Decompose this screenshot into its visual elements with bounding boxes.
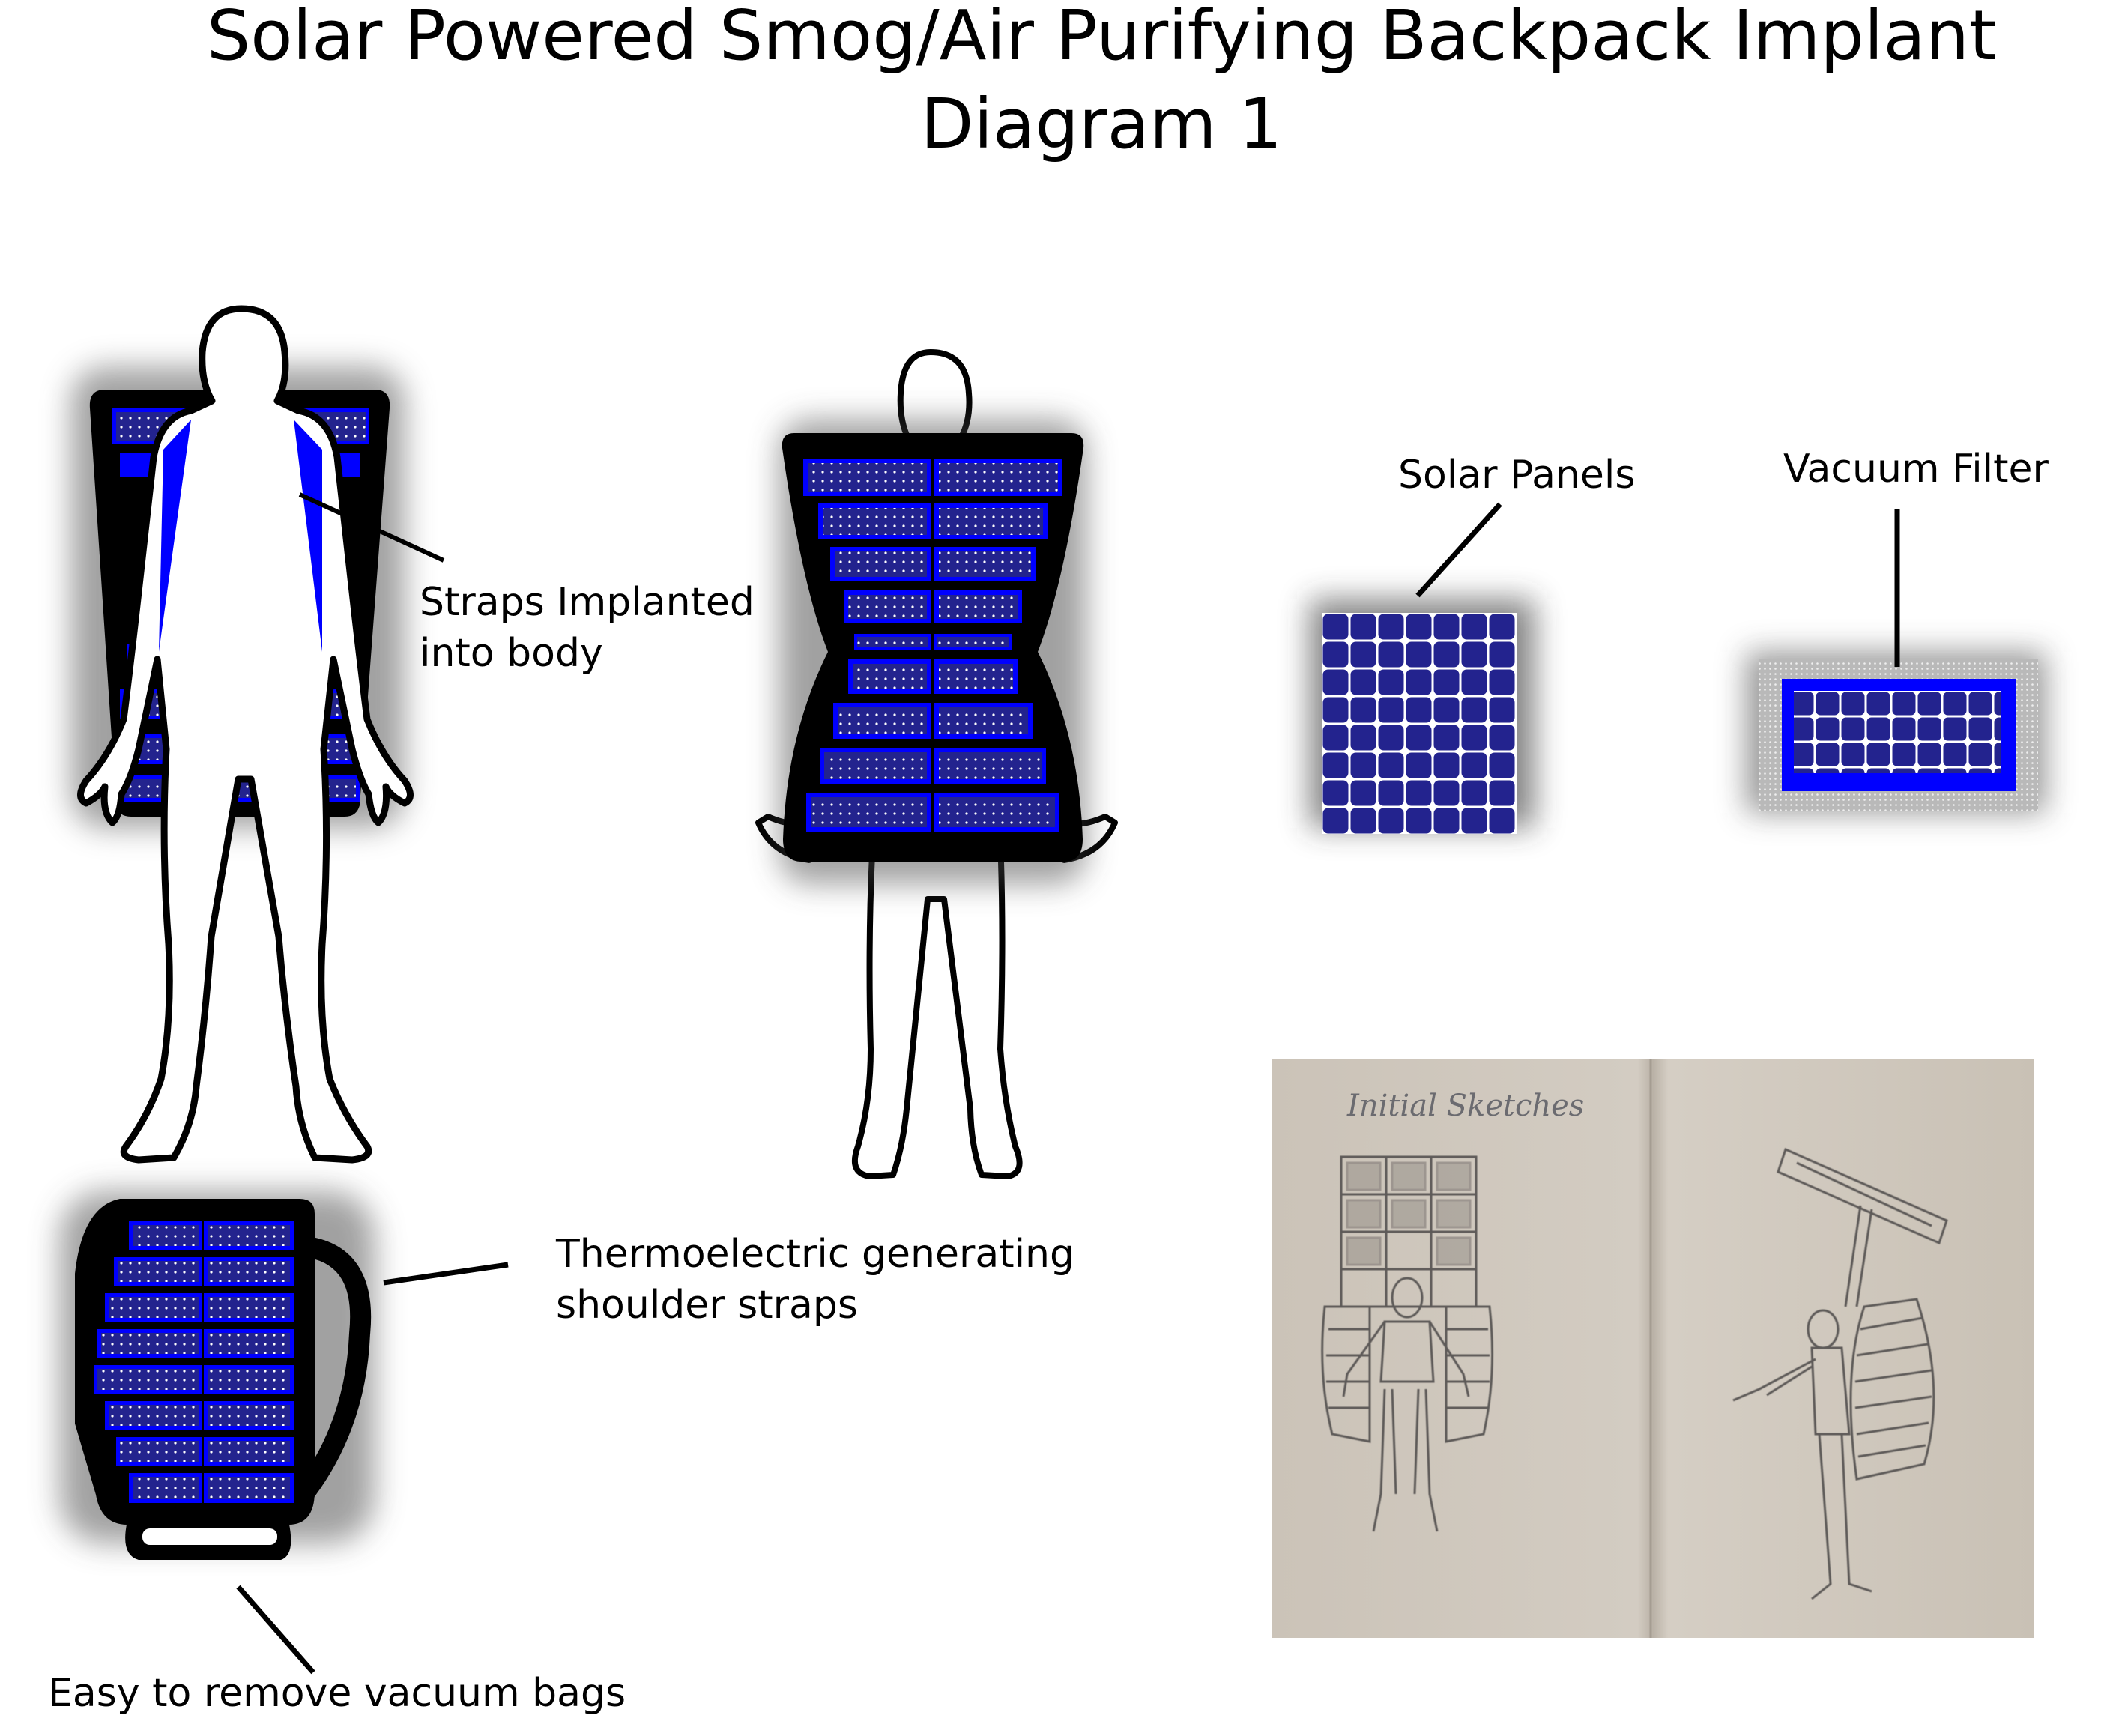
front-solar-panel-rows	[803, 459, 1062, 832]
right-implanted-strap	[294, 420, 322, 652]
figure-front-view	[755, 349, 1118, 1179]
thermoelectric-leader-line	[383, 1262, 509, 1286]
vacuum-bags-label: Easy to remove vacuum bags	[48, 1671, 626, 1716]
straps-label-line-2: into body	[420, 631, 603, 676]
backpack-solar-panel-rows	[94, 1221, 294, 1503]
straps-label-line-1: Straps Implanted	[420, 580, 755, 625]
left-implanted-strap	[159, 420, 191, 652]
initial-sketches-photo: Initial Sketches	[1272, 1059, 2034, 1638]
straps-leader-line	[298, 492, 445, 563]
sketch-caption: Initial Sketches	[1346, 1089, 1584, 1123]
thermoelectric-label-line-2: shoulder straps	[556, 1283, 858, 1328]
diagram-title-line-1: Solar Powered Smog/Air Purifying Backpac…	[206, 0, 1997, 76]
diagram-title-line-2: Diagram 1	[920, 84, 1283, 164]
solar-panels-label: Solar Panels	[1398, 453, 1636, 497]
solar-panels-leader-line	[1415, 502, 1502, 598]
solar-panel-closeup	[1310, 599, 1535, 834]
figure-back-view	[71, 305, 414, 1164]
vacuum-filter-label: Vacuum Filter	[1783, 447, 2049, 492]
sketch-figure-side	[1732, 1147, 1948, 1600]
backpack-unit	[60, 1191, 375, 1560]
sketch-figure-front	[1321, 1155, 1494, 1532]
vacuum-bags-leader-line	[236, 1585, 315, 1675]
backpack-shoulder-strap	[295, 1237, 372, 1501]
thermoelectric-label-line-1: Thermoelectric generating	[556, 1232, 1074, 1277]
vacuum-filter-closeup	[1746, 652, 2046, 813]
